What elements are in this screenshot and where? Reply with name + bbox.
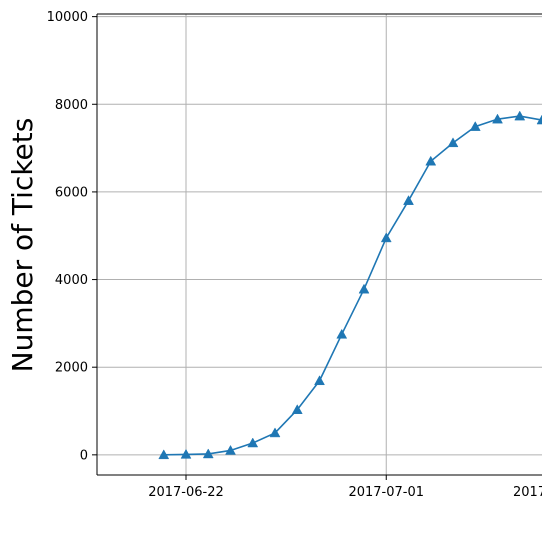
x-tick-label: 2017-07-01 (348, 485, 424, 500)
data-point-marker (469, 121, 481, 131)
x-tick-labels: 2017-06-22 2017-07-01 2017 (148, 485, 542, 500)
data-point-marker (403, 195, 414, 205)
y-tick-label: 10000 (47, 10, 88, 25)
data-point-marker (158, 449, 170, 460)
y-tick-label: 4000 (55, 273, 88, 288)
y-tick-label: 8000 (55, 98, 88, 113)
y-axis-title: Number of Tickets (6, 118, 39, 373)
plot-line-layer (163, 115, 542, 456)
data-point-marker (425, 155, 437, 166)
data-point-marker (180, 448, 192, 459)
gridlines (97, 14, 542, 475)
data-point-marker (380, 232, 392, 243)
x-tick-label: 2017 (513, 485, 542, 500)
data-point-marker (492, 113, 503, 124)
plot-marker-layer (158, 110, 542, 460)
data-point-marker (336, 328, 348, 339)
data-point-marker (247, 437, 259, 448)
data-point-marker (358, 283, 370, 294)
data-point-marker (536, 114, 542, 125)
x-tick-label: 2017-06-22 (148, 485, 224, 500)
data-point-marker (202, 448, 214, 459)
data-point-marker (225, 444, 236, 455)
axes (92, 13, 542, 480)
y-tick-label: 2000 (55, 361, 88, 376)
data-point-marker (269, 427, 281, 438)
data-point-marker (514, 110, 526, 121)
y-tick-label: 6000 (55, 185, 88, 200)
y-tick-label: 0 (80, 448, 88, 463)
data-point-marker (447, 137, 459, 148)
data-point-marker (291, 404, 303, 414)
y-tick-labels: 0 2000 4000 6000 8000 10000 (47, 10, 88, 463)
series-line (163, 115, 542, 456)
data-point-marker (314, 375, 325, 386)
